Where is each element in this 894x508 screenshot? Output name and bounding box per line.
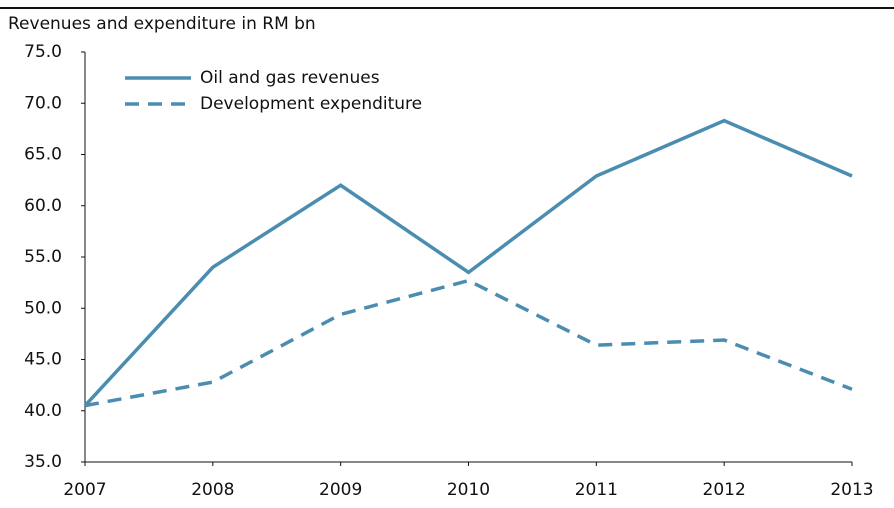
y-tick-label: 35.0 <box>24 452 62 472</box>
x-tick-label: 2007 <box>63 480 106 500</box>
y-tick-label: 70.0 <box>24 93 62 113</box>
x-tick-label: 2013 <box>830 480 873 500</box>
series-line <box>83 118 853 407</box>
x-tick-label: 2009 <box>319 480 362 500</box>
y-tick-label: 40.0 <box>24 401 62 421</box>
x-tick-label: 2008 <box>191 480 234 500</box>
legend-label: Development expenditure <box>200 94 422 114</box>
y-tick-label: 65.0 <box>24 145 62 165</box>
y-tick-label: 60.0 <box>24 196 62 216</box>
legend-label: Oil and gas revenues <box>200 68 380 88</box>
series-line <box>84 278 853 408</box>
x-tick-label: 2010 <box>447 480 490 500</box>
x-tick-label: 2011 <box>575 480 618 500</box>
y-tick-label: 75.0 <box>24 42 62 62</box>
y-tick-label: 50.0 <box>24 298 62 318</box>
x-tick-label: 2012 <box>703 480 746 500</box>
y-tick-label: 45.0 <box>24 350 62 370</box>
chart-title: Revenues and expenditure in RM bn <box>8 14 316 34</box>
y-tick-label: 55.0 <box>24 247 62 267</box>
